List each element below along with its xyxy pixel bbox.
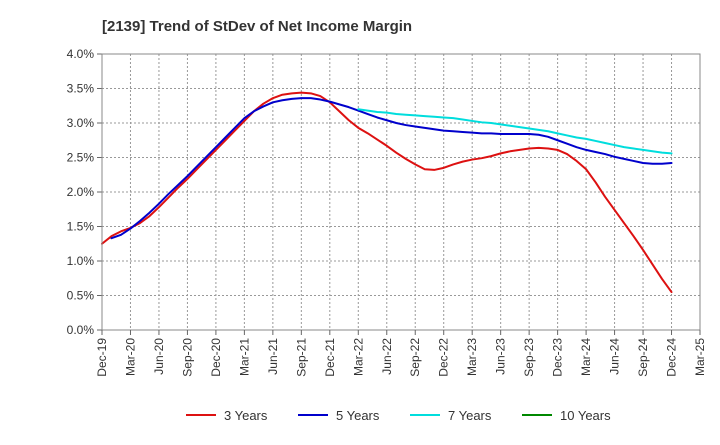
y-tick-label: 0.5% <box>67 289 95 303</box>
x-tick-label: Mar-23 <box>465 338 479 376</box>
y-tick-label: 1.0% <box>67 254 95 268</box>
y-tick-label: 3.5% <box>67 82 95 96</box>
y-tick-label: 0.0% <box>67 323 95 337</box>
x-tick-label: Jun-23 <box>494 338 508 375</box>
plot-frame <box>101 53 701 331</box>
legend-label-5-years: 5 Years <box>336 408 380 423</box>
x-tick-label: Dec-23 <box>551 338 565 377</box>
x-tick-label: Dec-19 <box>95 338 109 377</box>
grid <box>102 54 700 330</box>
axes: 0.0% 0.5% 1.0% 1.5% 2.0% 2.5% 3.0% 3.5% 4.0% Dec-… <box>67 47 707 377</box>
y-tick-label: 3.0% <box>67 116 95 130</box>
x-tick-label: Jun-24 <box>608 338 622 375</box>
x-tick-label: Sep-23 <box>522 338 536 377</box>
legend-label-7-years: 7 Years <box>448 408 492 423</box>
x-tick-label: Sep-24 <box>636 338 650 377</box>
series-line-5-years <box>110 97 673 240</box>
x-tick-label: Jun-21 <box>266 338 280 375</box>
x-tick-label: Mar-20 <box>123 338 137 376</box>
y-tick-label: 2.5% <box>67 151 95 165</box>
x-tick-label: Jun-20 <box>152 338 166 375</box>
x-tick-label: Jun-22 <box>380 338 394 375</box>
x-tick-label: Dec-24 <box>665 338 679 377</box>
legend: 3 Years 5 Years 7 Years 10 Years <box>186 408 611 423</box>
legend-label-3-years: 3 Years <box>224 408 268 423</box>
series-lines <box>101 91 673 294</box>
series-line-7-years <box>357 108 673 155</box>
chart-title: [2139] Trend of StDev of Net Income Marg… <box>102 18 412 35</box>
x-tick-label: Sep-20 <box>180 338 194 377</box>
x-tick-label: Dec-21 <box>323 338 337 377</box>
x-tick-label: Mar-22 <box>351 338 365 376</box>
x-tick-label: Dec-20 <box>209 338 223 377</box>
y-tick-label: 2.0% <box>67 185 95 199</box>
series-line-3-years <box>101 91 673 294</box>
x-tick-label: Sep-21 <box>294 338 308 377</box>
x-tick-label: Sep-22 <box>408 338 422 377</box>
x-tick-label: Mar-21 <box>237 338 251 376</box>
x-tick-label: Dec-22 <box>437 338 451 377</box>
y-tick-label: 1.5% <box>67 220 95 234</box>
x-tick-label: Mar-24 <box>579 338 593 376</box>
y-tick-label: 4.0% <box>67 47 95 61</box>
x-tick-label: Mar-25 <box>693 338 707 376</box>
legend-label-10-years: 10 Years <box>560 408 611 423</box>
